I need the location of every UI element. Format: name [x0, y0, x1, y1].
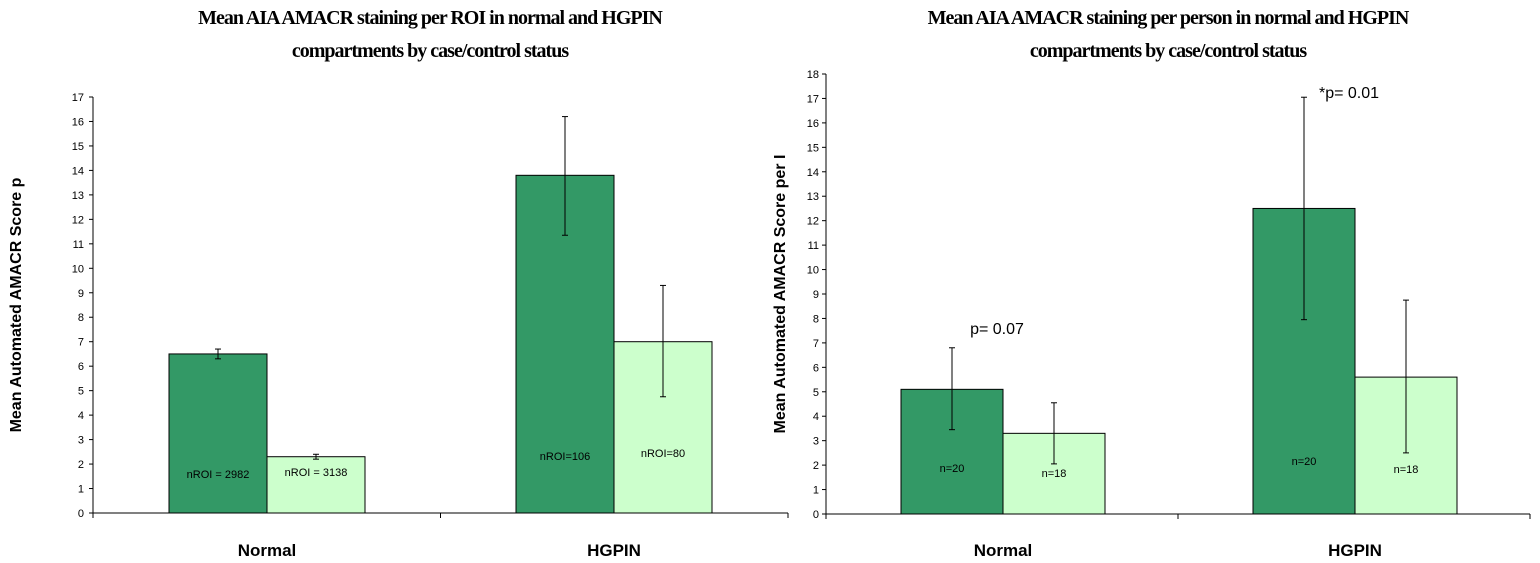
- p-value-annotation: p= 0.07: [970, 321, 1024, 338]
- y-tick-label: 9: [78, 288, 84, 300]
- bar-label: nROI=106: [540, 451, 590, 463]
- bar-label: n=18: [1042, 468, 1067, 480]
- bar-label: nROI = 2982: [187, 469, 250, 481]
- y-tick-label: 4: [78, 410, 84, 422]
- bar-label: n=20: [1292, 456, 1317, 468]
- category-label: Normal: [238, 541, 297, 560]
- y-tick-label: 8: [813, 313, 819, 325]
- y-tick-label: 2: [813, 460, 819, 472]
- y-tick-label: 16: [807, 118, 819, 130]
- bar-label: n=18: [1394, 464, 1419, 476]
- bar-label: n=20: [940, 463, 965, 475]
- chart-panel-2: Mean AIA AMACR staining per person in no…: [772, 7, 1531, 560]
- y-tick-label: 17: [72, 92, 84, 104]
- y-tick-label: 7: [78, 337, 84, 349]
- y-tick-label: 1: [78, 484, 84, 496]
- y-tick-label: 14: [72, 165, 84, 177]
- y-tick-label: 15: [807, 142, 819, 154]
- chart-title-line: Mean AIA AMACR staining per ROI in norma…: [198, 7, 663, 29]
- y-tick-label: 9: [813, 289, 819, 301]
- y-tick-label: 8: [78, 312, 84, 324]
- category-label: HGPIN: [587, 541, 641, 560]
- y-tick-label: 5: [813, 387, 819, 399]
- y-tick-label: 11: [808, 240, 819, 252]
- y-tick-label: 7: [813, 338, 819, 350]
- y-tick-label: 3: [813, 436, 819, 448]
- y-tick-label: 5: [78, 386, 84, 398]
- y-tick-label: 18: [807, 69, 819, 81]
- y-tick-label: 13: [807, 191, 819, 203]
- y-tick-label: 12: [807, 216, 819, 228]
- y-tick-label: 12: [72, 214, 84, 226]
- p-value-annotation: *p= 0.01: [1319, 85, 1379, 102]
- y-tick-label: 6: [78, 361, 84, 373]
- y-tick-label: 11: [73, 239, 84, 251]
- y-tick-label: 15: [72, 141, 84, 153]
- chart-title-line: compartments by case/control status: [292, 40, 569, 62]
- y-tick-label: 16: [72, 116, 84, 128]
- bar-label: nROI=80: [641, 448, 685, 460]
- y-tick-label: 3: [78, 435, 84, 447]
- y-tick-label: 0: [78, 508, 84, 520]
- y-tick-label: 4: [813, 411, 819, 423]
- y-tick-label: 10: [72, 263, 84, 275]
- y-tick-label: 10: [807, 265, 819, 277]
- bar: [266, 456, 366, 514]
- bar-label: nROI = 3138: [285, 467, 348, 479]
- y-tick-label: 13: [72, 190, 84, 202]
- chart-panel-1: Mean AIA AMACR staining per ROI in norma…: [8, 7, 789, 560]
- y-tick-label: 2: [78, 459, 84, 471]
- y-tick-label: 1: [813, 485, 819, 497]
- chart-title-line: compartments by case/control status: [1030, 40, 1307, 62]
- category-label: HGPIN: [1328, 541, 1382, 560]
- category-label: Normal: [974, 541, 1033, 560]
- bar: [168, 353, 268, 514]
- y-axis-label: Mean Automated AMACR Score per I: [772, 155, 789, 434]
- y-tick-label: 0: [813, 509, 819, 521]
- y-tick-label: 6: [813, 362, 819, 374]
- y-tick-label: 14: [807, 167, 819, 179]
- y-tick-label: 17: [807, 93, 819, 105]
- chart-title-line: Mean AIA AMACR staining per person in no…: [928, 7, 1410, 29]
- y-axis-label: Mean Automated AMACR Score p: [8, 177, 25, 432]
